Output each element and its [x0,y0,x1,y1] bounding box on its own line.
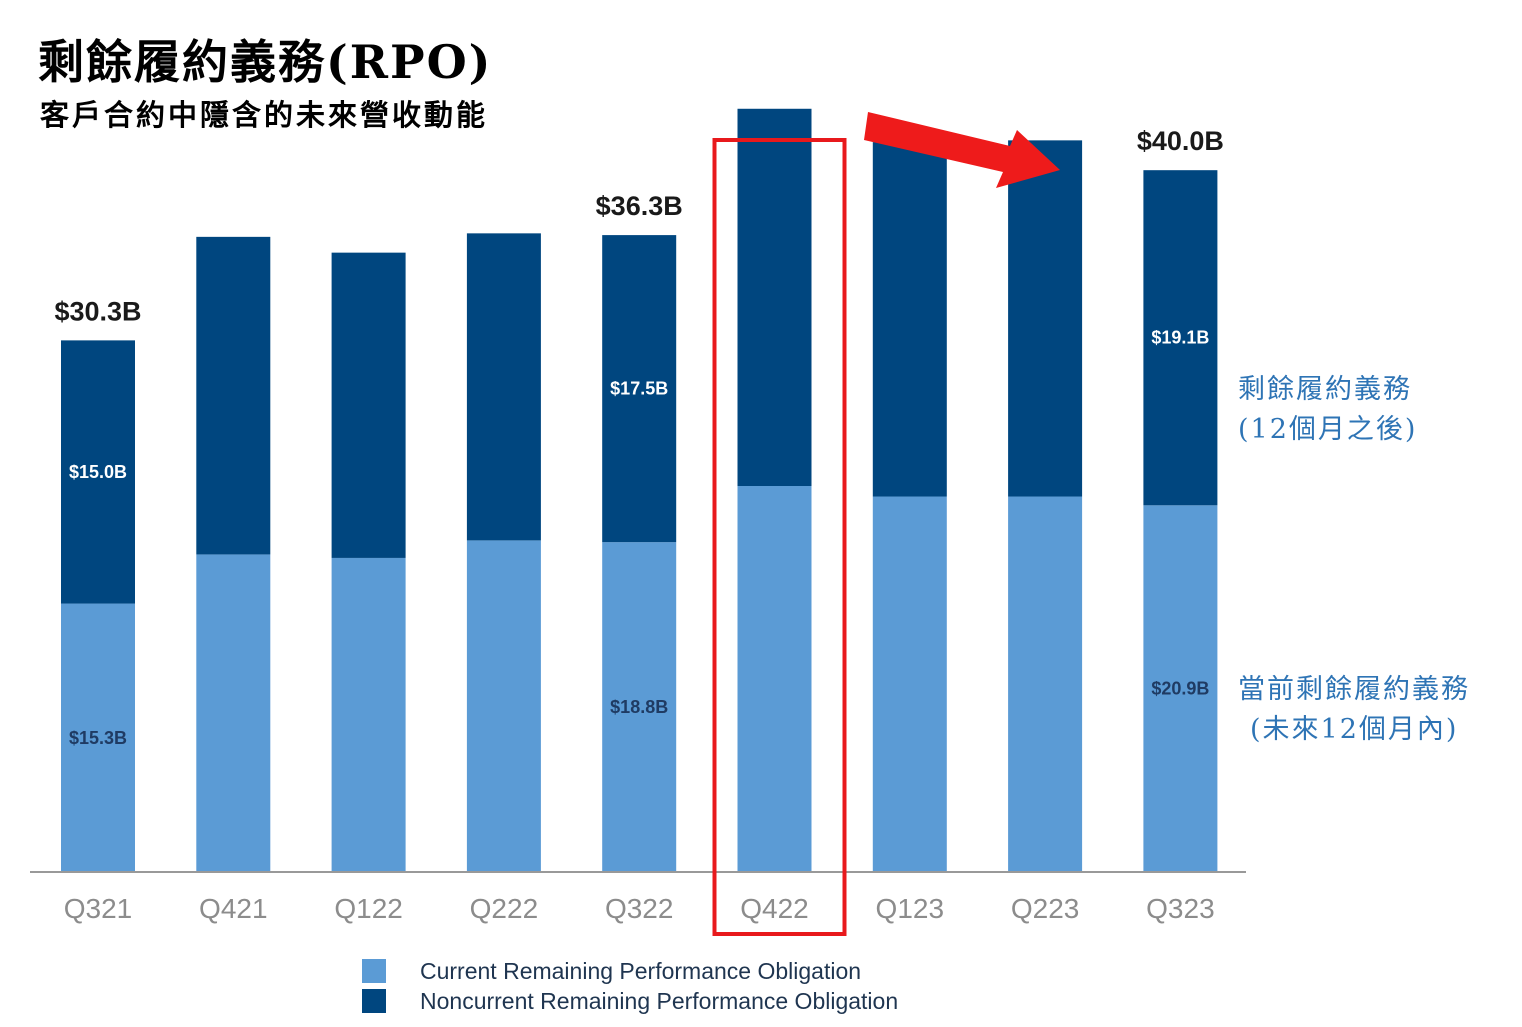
bar-current-q122 [331,557,406,872]
current-side-label-line1: 當前剩餘履約義務 [1238,674,1470,705]
x-tick-label-q223: Q223 [1011,893,1080,924]
total-label-q322: $36.3B [596,191,683,221]
data-label-noncurrent-q321: $15.0B [69,462,127,482]
noncurrent-side-label-line1: 剩餘履約義務 [1238,374,1412,405]
current-side-label-line2: (未來12個月內) [1250,714,1459,745]
bar-noncurrent-q422 [737,108,812,486]
bar-noncurrent-q321 [61,340,135,604]
current-side-label: 當前剩餘履約義務 (未來12個月內) [1238,670,1470,750]
total-label-q323: $40.0B [1137,126,1224,156]
bar-noncurrent-q223 [1008,140,1083,497]
legend-swatch-noncurrent [362,989,386,1013]
bar-current-q223 [1008,496,1083,872]
x-tick-label-q321: Q321 [64,893,133,924]
page-subtitle: 客戶合約中隱含的未來營收動能 [40,98,489,132]
highlight-box [712,138,847,936]
trend-arrow-icon [864,112,1060,188]
bar-current-q421 [196,554,271,872]
bar-current-q123 [872,496,947,872]
x-tick-label-q322: Q322 [605,893,674,924]
x-tick-label-q421: Q421 [199,893,268,924]
page-title: 剩餘履約義務(RPO) [38,35,493,89]
total-label-q321: $30.3B [54,296,141,326]
bar-current-q321 [61,603,135,872]
bar-noncurrent-q222 [466,233,541,541]
bar-noncurrent-q123 [872,142,947,497]
x-tick-label-q122: Q122 [334,893,403,924]
bar-current-q323 [1143,505,1218,872]
bar-current-q422 [737,486,812,872]
data-label-current-q322: $18.8B [610,697,668,717]
bar-noncurrent-q122 [331,252,406,558]
data-label-current-q323: $20.9B [1151,679,1209,699]
noncurrent-side-label-line2: (12個月之後) [1238,414,1418,445]
data-label-noncurrent-q323: $19.1B [1151,328,1209,348]
x-tick-label-q123: Q123 [876,893,945,924]
legend-label-current: Current Remaining Performance Obligation [420,957,862,984]
bar-noncurrent-q322 [602,235,677,543]
legend-swatch-current [362,959,386,983]
noncurrent-side-label: 剩餘履約義務 (12個月之後) [1238,370,1417,450]
bar-noncurrent-q323 [1143,170,1218,506]
x-tick-label-q422: Q422 [740,893,809,924]
data-label-current-q321: $15.3B [69,728,127,748]
legend-item-current: Current Remaining Performance Obligation [362,956,898,986]
bar-current-q222 [466,540,541,872]
data-label-noncurrent-q322: $17.5B [610,379,668,399]
legend-item-noncurrent: Noncurrent Remaining Performance Obligat… [362,986,898,1016]
legend: Current Remaining Performance Obligation… [362,956,898,1016]
x-tick-label-q323: Q323 [1146,893,1215,924]
x-tick-label-q222: Q222 [470,893,539,924]
bar-noncurrent-q421 [196,236,271,555]
legend-label-noncurrent: Noncurrent Remaining Performance Obligat… [420,987,899,1014]
bar-current-q322 [602,542,677,872]
